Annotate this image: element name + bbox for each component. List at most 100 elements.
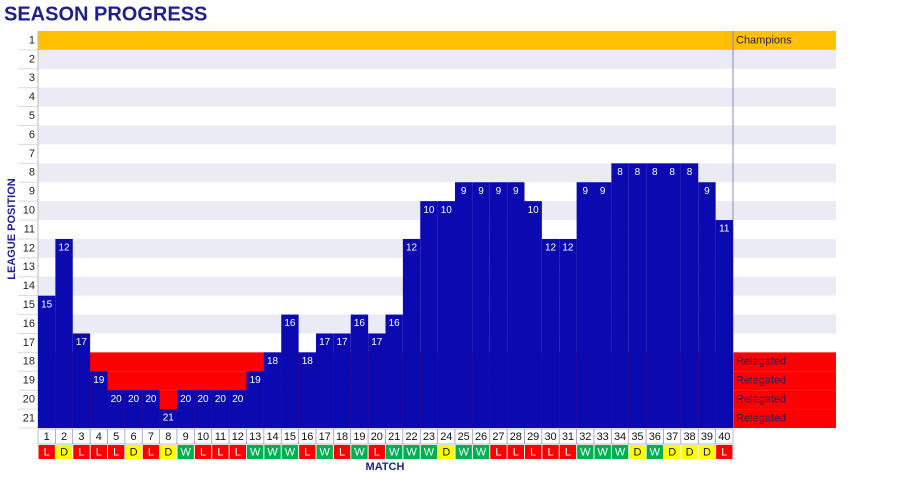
bar — [263, 352, 282, 428]
zone-label: Relegated — [736, 394, 786, 406]
bar — [55, 238, 73, 428]
bar — [298, 352, 316, 428]
bar-label: 21 — [163, 413, 175, 424]
bar — [489, 182, 508, 428]
y-tick-label: 14 — [23, 280, 35, 292]
bar — [576, 182, 594, 428]
result-cell — [333, 445, 351, 459]
result-cell — [73, 445, 90, 459]
bar-label: 8 — [652, 167, 658, 178]
x-tick-label: 29 — [527, 431, 539, 443]
x-tick-label: 39 — [701, 431, 713, 443]
result-label: W — [319, 446, 330, 458]
zone-label: Relegated — [736, 412, 786, 424]
result-cell — [664, 445, 681, 459]
bar — [194, 390, 212, 428]
result-label: W — [650, 446, 661, 458]
bar-label: 19 — [93, 375, 105, 386]
bar — [107, 390, 125, 428]
result-label: D — [703, 446, 711, 458]
bar-label: 17 — [337, 337, 349, 348]
x-tick-label: 22 — [405, 431, 417, 443]
y-tick-label: 9 — [29, 186, 35, 198]
result-cell — [90, 445, 107, 459]
result-label: L — [148, 446, 154, 458]
y-tick-label: 2 — [29, 53, 35, 65]
bar-label: 18 — [302, 356, 314, 367]
result-label: W — [476, 446, 487, 458]
bar — [663, 163, 681, 429]
x-tick-label: 17 — [319, 431, 331, 443]
bar-label: 8 — [687, 167, 693, 178]
bar — [715, 220, 733, 428]
bar — [646, 163, 664, 429]
result-cell — [472, 445, 490, 459]
result-cell — [490, 445, 507, 459]
result-cell — [55, 445, 73, 459]
result-cell — [559, 445, 577, 459]
result-label: L — [374, 446, 380, 458]
y-tick-label: 11 — [24, 223, 35, 235]
x-tick-label: 35 — [631, 431, 643, 443]
y-tick-label: 16 — [23, 318, 35, 330]
bar-label: 20 — [111, 394, 123, 405]
x-tick-label: 19 — [353, 431, 365, 443]
y-tick-label: 15 — [23, 299, 35, 311]
x-tick-label: 31 — [562, 431, 574, 443]
result-cell — [351, 445, 368, 459]
result-label: W — [458, 446, 469, 458]
result-label: D — [130, 446, 138, 458]
result-cell — [264, 445, 281, 459]
bar — [90, 371, 108, 428]
result-label: W — [597, 446, 608, 458]
y-tick-label: 4 — [29, 91, 35, 103]
result-label: L — [44, 446, 50, 458]
x-tick-label: 8 — [165, 431, 171, 443]
bar-label: 9 — [583, 186, 589, 197]
bar — [455, 182, 473, 428]
chart-title: SEASON PROGRESS — [4, 3, 207, 25]
bar — [594, 182, 612, 428]
x-tick-label: 6 — [131, 431, 137, 443]
bar-label: 9 — [513, 186, 519, 197]
bar-label: 16 — [284, 318, 296, 329]
x-axis-title: MATCH — [366, 461, 405, 473]
y-tick-label: 1 — [29, 34, 35, 46]
x-tick-label: 3 — [78, 431, 84, 443]
x-tick-label: 40 — [718, 431, 730, 443]
x-tick-label: 9 — [183, 431, 189, 443]
zone-label: Relegated — [736, 375, 786, 387]
bar — [628, 163, 647, 429]
result-label: W — [389, 446, 400, 458]
bar-label: 12 — [545, 243, 557, 254]
result-label: L — [513, 446, 519, 458]
bar — [211, 390, 230, 428]
result-label: L — [235, 446, 241, 458]
bar — [350, 314, 369, 428]
row-stripe — [38, 163, 836, 183]
result-cell — [281, 445, 299, 459]
result-label: L — [78, 446, 84, 458]
x-tick-label: 38 — [683, 431, 695, 443]
bar-label: 20 — [198, 394, 210, 405]
result-cell — [316, 445, 333, 459]
result-cell — [212, 445, 229, 459]
bar — [229, 390, 247, 428]
bar — [385, 314, 403, 428]
bar — [698, 182, 716, 428]
y-tick-label: 13 — [23, 261, 35, 273]
row-stripe — [38, 87, 836, 107]
x-tick-label: 32 — [579, 431, 591, 443]
result-cell — [229, 445, 246, 459]
result-label: L — [200, 446, 206, 458]
bar — [177, 390, 195, 428]
y-tick-label: 5 — [29, 110, 35, 122]
x-tick-label: 15 — [284, 431, 296, 443]
result-cell — [577, 445, 594, 459]
x-tick-label: 20 — [371, 431, 383, 443]
result-cell — [194, 445, 212, 459]
result-cell — [698, 445, 716, 459]
x-tick-label: 16 — [301, 431, 313, 443]
y-tick-label: 3 — [29, 72, 35, 84]
